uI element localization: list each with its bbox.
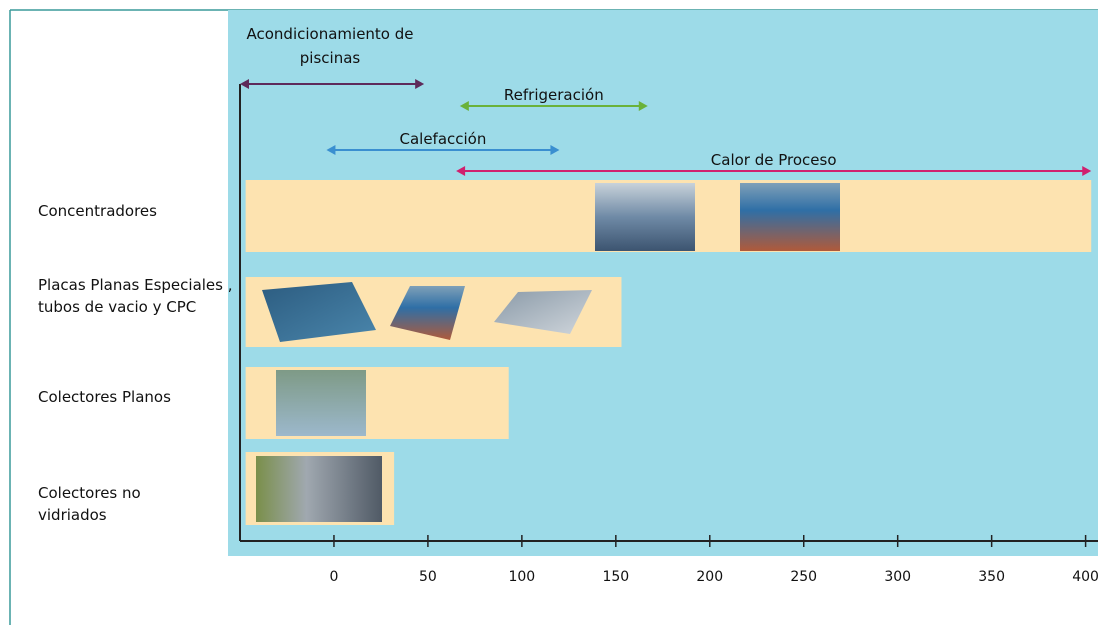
arrow-head xyxy=(326,145,336,155)
x-tick-label: 100 xyxy=(508,569,536,585)
category-label: Concentradores xyxy=(38,202,157,220)
photo xyxy=(262,282,376,342)
range-arrow xyxy=(240,79,425,89)
x-tick-label: 300 xyxy=(884,569,912,585)
arrow-label: Calor de Proceso xyxy=(710,151,837,169)
photo xyxy=(595,183,695,251)
range-arrow xyxy=(456,166,1092,176)
range-arrow xyxy=(326,145,560,155)
photo xyxy=(494,290,592,334)
arrow-head xyxy=(1082,166,1092,176)
x-tick-label: 200 xyxy=(696,569,724,585)
arrow-head xyxy=(638,101,648,111)
arrow-head xyxy=(456,166,466,176)
arrow-label: Acondicionamiento de piscinas xyxy=(246,25,414,67)
range-arrow xyxy=(459,101,648,111)
arrow-head xyxy=(240,79,249,89)
x-tick-label: 0 xyxy=(329,569,339,585)
arrow-label: Calefacción xyxy=(399,130,487,148)
x-tick-label: 400 xyxy=(1072,569,1099,585)
category-label: Placas Planas Especiales , tubos de vaci… xyxy=(38,276,233,316)
category-label: Colectores Planos xyxy=(38,388,171,406)
x-tick-label: 150 xyxy=(602,569,630,585)
photos xyxy=(256,183,840,522)
x-tick-label: 350 xyxy=(978,569,1005,585)
photo xyxy=(740,183,840,251)
photo xyxy=(256,456,382,522)
photo xyxy=(276,370,366,436)
category-label: Colectores no vidriados xyxy=(38,484,141,524)
arrow-label: Refrigeración xyxy=(503,86,604,104)
photo xyxy=(390,286,465,340)
x-tick-label: 250 xyxy=(790,569,818,585)
arrow-head xyxy=(415,79,425,89)
x-tick-label: 50 xyxy=(418,569,437,585)
arrow-head xyxy=(459,101,469,111)
arrow-head xyxy=(550,145,560,155)
